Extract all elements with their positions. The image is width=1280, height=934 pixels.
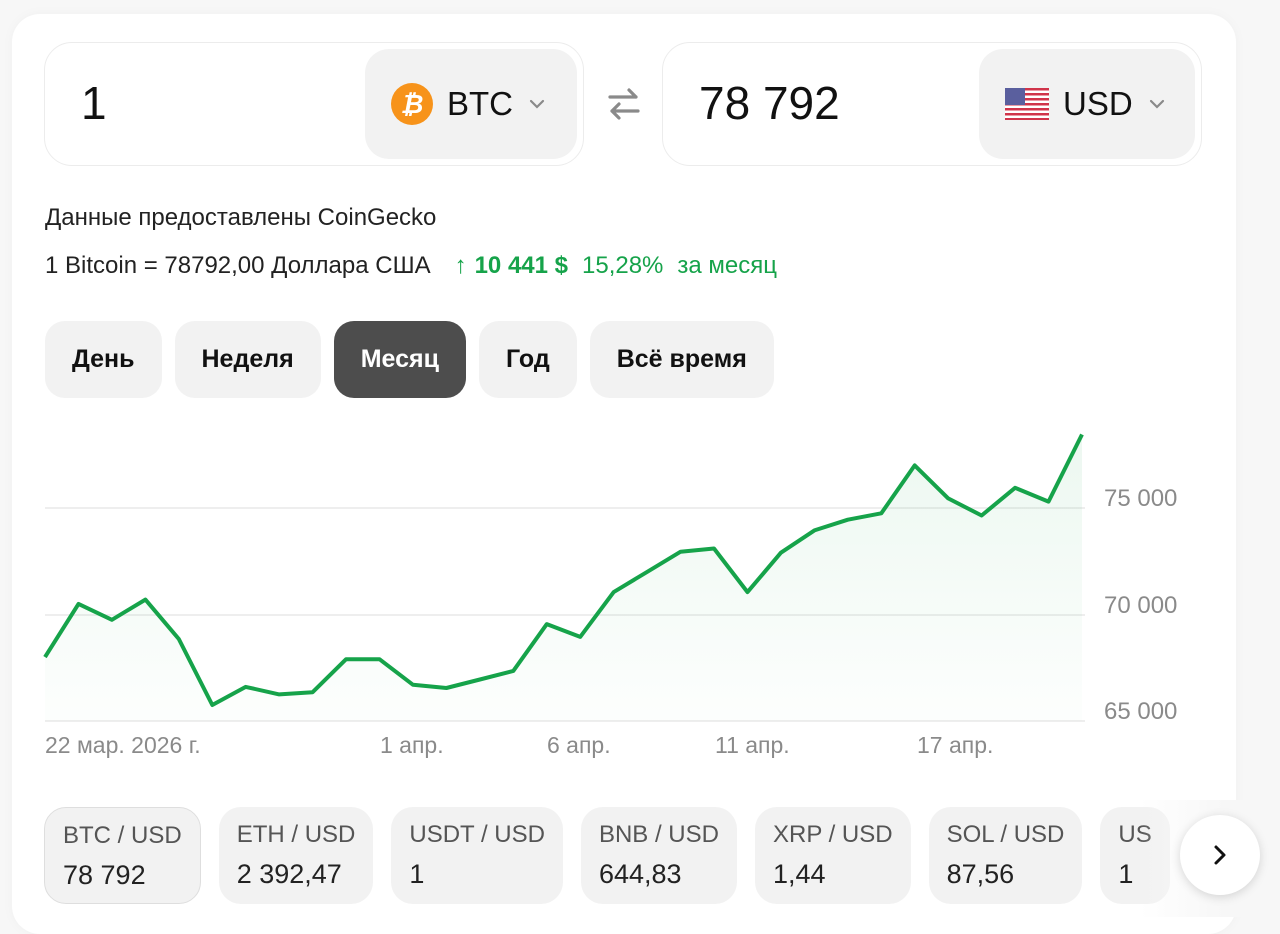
pair-name: BNB / USD: [598, 821, 719, 848]
pair-value: 1: [409, 859, 425, 889]
chevron-down-icon: [1149, 99, 1164, 109]
pairs-carousel: BTC / USD 78 792 ETH / USD 2 392,47 USDT…: [44, 807, 1170, 904]
chart-line: [43, 433, 1084, 707]
x-tick: 17 апр.: [917, 732, 994, 758]
pair-card-bnb[interactable]: BNB / USD 644,83: [580, 807, 737, 904]
period-tabs: День Неделя Месяц Год Всё время: [45, 321, 774, 398]
rate-line: 1 Bitcoin = 78792,00 Доллара США ↑ 10 44…: [45, 252, 777, 280]
chevron-down-icon: [529, 99, 545, 109]
pair-name: BTC / USD: [63, 822, 182, 849]
pair-card-eth[interactable]: ETH / USD 2 392,47: [218, 807, 374, 904]
y-tick: 65 000: [1104, 698, 1178, 725]
from-field[interactable]: 1 ₿ BTC: [44, 42, 584, 166]
pair-value: 87,56: [946, 859, 1015, 889]
change-period: за месяц: [677, 252, 778, 279]
bitcoin-icon: ₿: [391, 83, 433, 125]
tab-week[interactable]: Неделя: [174, 321, 321, 398]
y-tick: 70 000: [1104, 592, 1178, 619]
pair-card-sol[interactable]: SOL / USD 87,56: [928, 807, 1083, 904]
tab-all-time[interactable]: Всё время: [589, 321, 774, 398]
pair-name: XRP / USD: [772, 821, 893, 848]
change-absolute: 10 441 $: [474, 252, 568, 279]
from-amount-input[interactable]: 1: [81, 77, 107, 129]
change-indicator: ↑ 10 441 $ 15,28% за месяц: [455, 252, 777, 280]
tab-day[interactable]: День: [45, 321, 162, 398]
pair-card-usdt[interactable]: USDT / USD 1: [391, 807, 563, 904]
arrow-up-icon: ↑: [454, 252, 467, 279]
price-chart[interactable]: [0, 400, 1280, 740]
us-flag-icon: [1005, 88, 1049, 120]
pair-value: 644,83: [598, 859, 682, 889]
from-currency-select[interactable]: ₿ BTC: [365, 49, 577, 159]
x-tick: 6 апр.: [547, 732, 611, 758]
to-currency-select[interactable]: USD: [979, 49, 1195, 159]
tab-month[interactable]: Месяц: [333, 321, 466, 398]
y-tick: 75 000: [1104, 485, 1178, 512]
carousel-next-button[interactable]: [1180, 815, 1260, 895]
data-source-text: Данные предоставлены CoinGecko: [45, 204, 437, 231]
pair-value: 1,44: [772, 859, 826, 889]
to-amount-input[interactable]: 78 792: [699, 77, 840, 129]
pair-name: USDT / USD: [409, 821, 545, 848]
pair-card-btc[interactable]: BTC / USD 78 792: [44, 807, 201, 904]
chart-area-fill: [45, 434, 1082, 721]
converter-card: [12, 14, 1236, 934]
x-tick: 22 мар. 2026 г.: [45, 732, 201, 758]
from-currency-label: BTC: [447, 85, 513, 122]
pair-name: ETH / USD: [236, 821, 356, 848]
pair-value: 1: [1118, 859, 1134, 889]
rate-text: 1 Bitcoin = 78792,00 Доллара США: [45, 252, 431, 279]
to-field[interactable]: 78 792 USD: [662, 42, 1202, 166]
chevron-right-icon: [1214, 845, 1226, 865]
pair-name: SOL / USD: [946, 821, 1065, 848]
change-percent: 15,28%: [582, 252, 664, 279]
swap-arrows-icon[interactable]: [604, 84, 644, 124]
pair-value: 2 392,47: [236, 859, 342, 889]
pair-value: 78 792: [63, 860, 146, 890]
x-tick: 11 апр.: [715, 732, 790, 758]
x-tick: 1 апр.: [380, 732, 444, 758]
tab-year[interactable]: Год: [478, 321, 577, 398]
to-currency-label: USD: [1063, 85, 1133, 122]
pair-card-xrp[interactable]: XRP / USD 1,44: [754, 807, 911, 904]
